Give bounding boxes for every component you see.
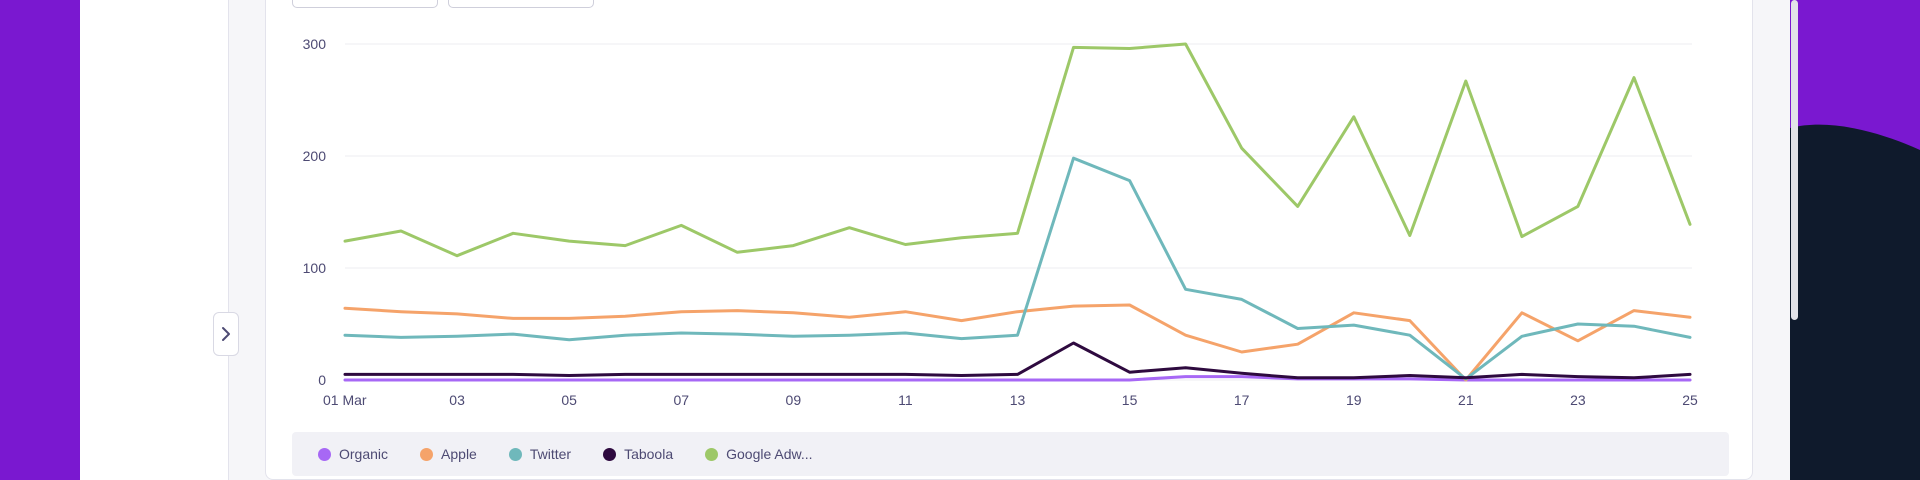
x-tick-label: 19: [1346, 392, 1362, 408]
x-tick-label: 01 Mar: [323, 392, 367, 408]
legend-swatch: [705, 447, 719, 461]
legend-swatch: [508, 447, 522, 461]
sidebar-strip: [80, 0, 229, 480]
y-tick-label: 100: [303, 260, 327, 276]
series-line-taboola[interactable]: [343, 341, 1692, 380]
x-tick-label: 23: [1570, 392, 1586, 408]
x-tick-label: 13: [1010, 392, 1026, 408]
x-tick-label: 17: [1234, 392, 1250, 408]
legend-item[interactable]: Apple: [420, 446, 477, 462]
background-graphic: [1790, 0, 1920, 480]
x-tick-label: 15: [1122, 392, 1138, 408]
chevron-right-icon: [222, 327, 230, 341]
x-tick-label: 25: [1682, 392, 1698, 408]
legend-swatch: [318, 447, 331, 461]
legend-item[interactable]: Organic: [318, 446, 388, 462]
legend-label: Organic: [339, 446, 389, 462]
legend-item[interactable]: Google Adw...: [705, 446, 813, 462]
legend-item[interactable]: Twitter: [508, 446, 572, 462]
expand-sidebar-button[interactable]: [213, 312, 239, 356]
series-line-google-adw[interactable]: [343, 42, 1692, 258]
x-tick-label: 09: [786, 392, 802, 408]
x-tick-label: 03: [449, 392, 465, 408]
legend-label: Google Adw...: [726, 446, 813, 462]
x-tick-label: 07: [673, 392, 689, 408]
y-tick-label: 300: [303, 36, 327, 52]
legend-item[interactable]: Taboola: [603, 446, 673, 462]
y-tick-label: 0: [318, 372, 326, 388]
options-button[interactable]: [448, 0, 594, 8]
scrollbar[interactable]: [1791, 0, 1798, 320]
series-line-twitter[interactable]: [343, 156, 1692, 381]
legend-label: Twitter: [529, 446, 572, 462]
chart-legend: Organic Apple Twitter Taboola Google Adw...: [292, 432, 1729, 476]
filter-button[interactable]: [292, 0, 438, 8]
series-line-apple[interactable]: [343, 303, 1692, 382]
chart-card: [265, 0, 1753, 480]
x-tick-label: 21: [1458, 392, 1474, 408]
legend-label: Apple: [441, 446, 477, 462]
x-tick-label: 05: [561, 392, 577, 408]
line-chart: 0 100 200 300 01 Mar 03 05 07 09 11 13 15 17 19 21 23 2…: [303, 36, 1698, 408]
legend-label: Taboola: [624, 446, 674, 462]
legend-swatch: [420, 447, 434, 461]
y-tick-label: 200: [303, 148, 327, 164]
x-tick-label: 11: [898, 392, 913, 408]
legend-swatch: [603, 447, 617, 461]
